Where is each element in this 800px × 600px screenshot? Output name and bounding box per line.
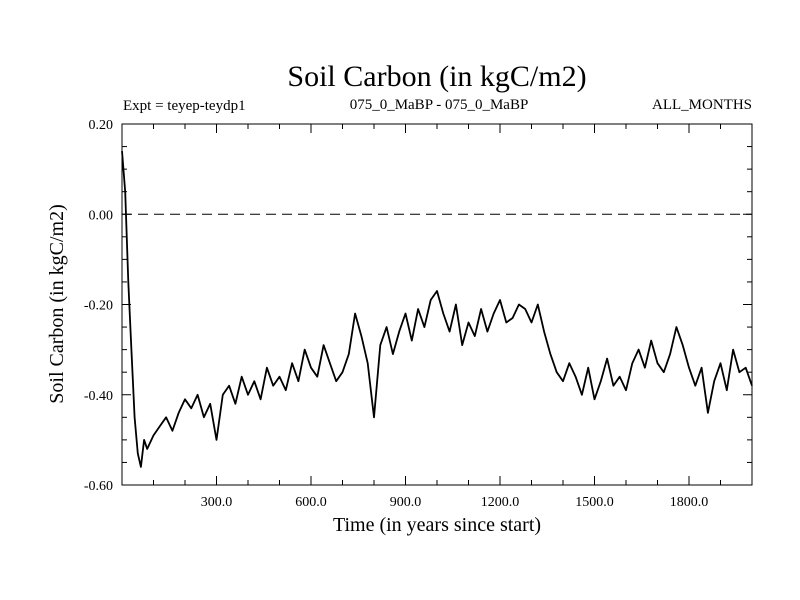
x-tick-label: 600.0 [295,495,327,510]
soil-carbon-series-line [121,151,753,468]
y-tick-label: -0.60 [84,479,113,494]
x-tick-label: 1500.0 [575,495,614,510]
x-tick-label: 1800.0 [670,495,709,510]
y-axis: 0.20 0.00 -0.20 -0.40 -0.60 [84,118,752,494]
chart-title: Soil Carbon (in kgC/m2) [287,60,586,93]
x-tick-label: 900.0 [390,495,422,510]
x-tick-label: 1200.0 [481,495,520,510]
chart-subtitle-center: 075_0_MaBP - 075_0_MaBP [350,97,529,113]
y-tick-label: -0.20 [84,299,113,314]
x-tick-label: 300.0 [201,495,233,510]
y-axis-label: Soil Carbon (in kgC/m2) [46,204,68,403]
x-axis: 300.0 600.0 900.0 1200.0 1500.0 1800.0 [153,124,721,510]
chart-subtitle-right: ALL_MONTHS [652,97,752,113]
x-axis-label: Time (in years since start) [333,514,541,536]
plot-frame [121,123,753,486]
y-tick-label: 0.00 [89,208,114,223]
y-tick-label: 0.20 [89,118,114,133]
chart-subtitle-left: Expt = teyep-teydp1 [123,98,246,114]
y-tick-label: -0.40 [84,389,113,404]
